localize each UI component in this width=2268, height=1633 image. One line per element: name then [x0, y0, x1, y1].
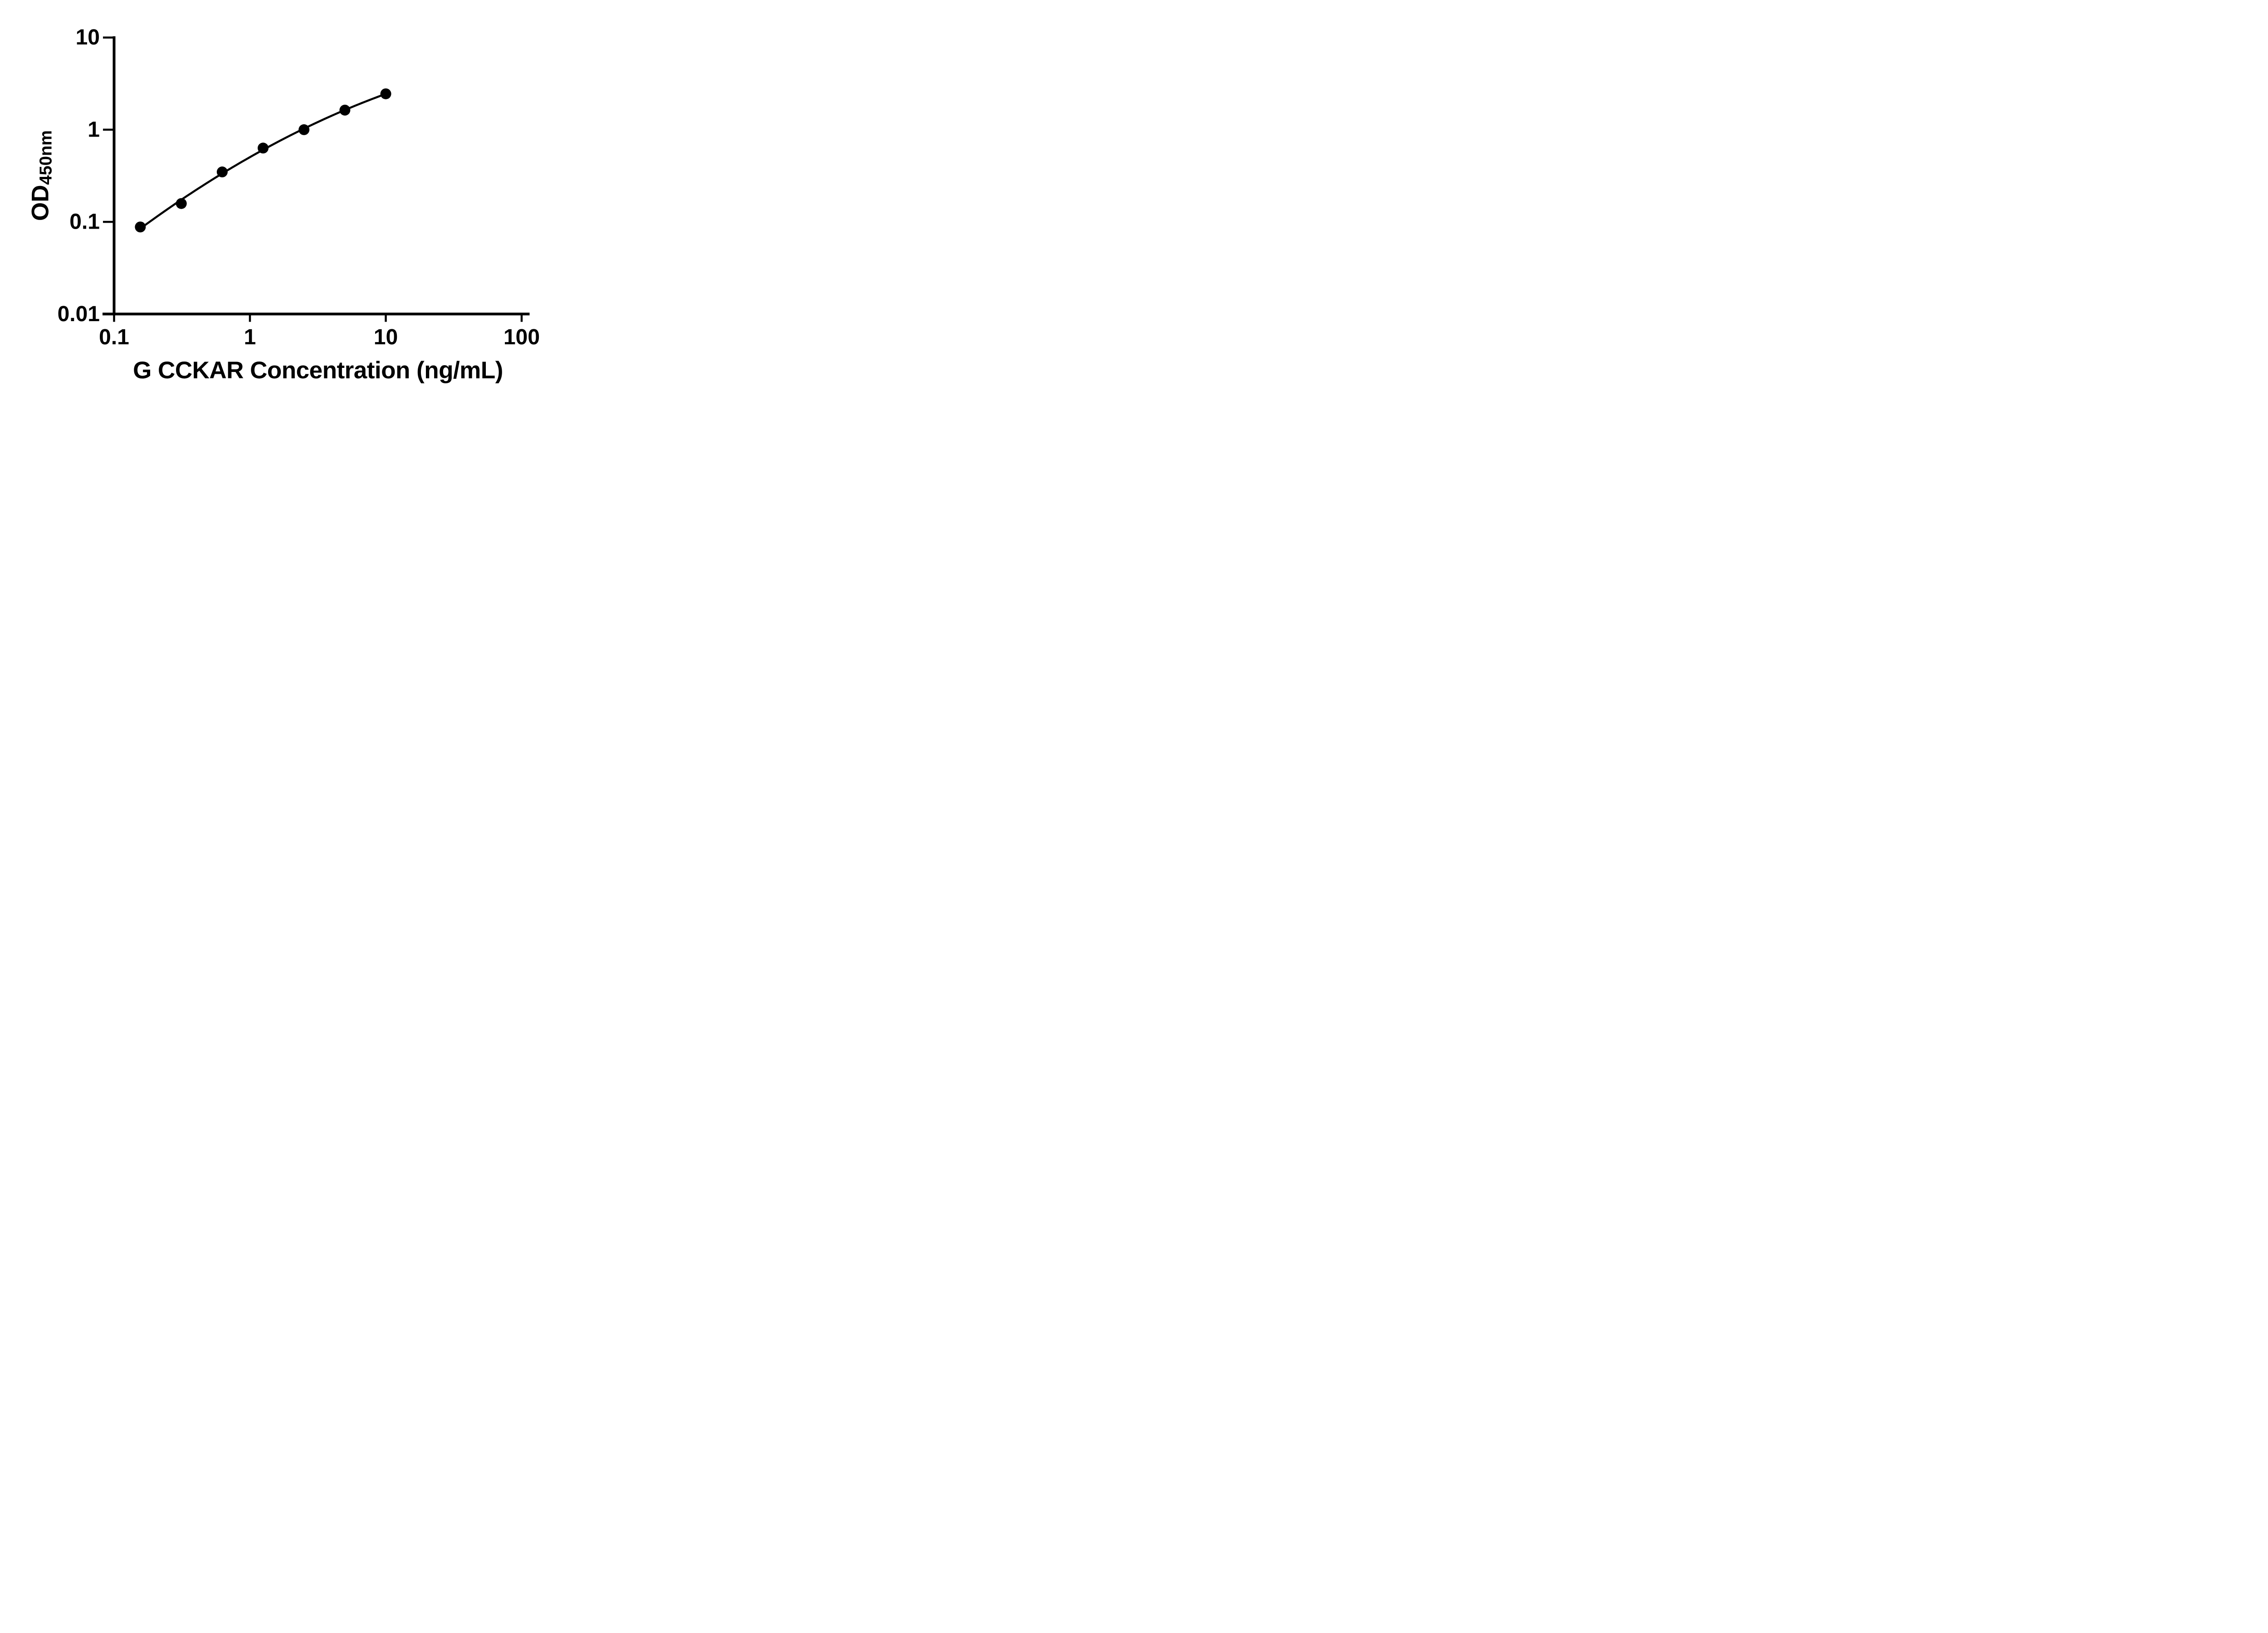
data-point [298, 124, 310, 135]
y-axis-title-subscript: 450nm [36, 130, 56, 185]
y-tick-label: 0.01 [58, 302, 100, 326]
x-tick-label: 10 [374, 325, 398, 349]
elisa-standard-curve-figure: 10 1 0.1 0.01 0.1 1 10 100 OD450nm G CCKAR Conc… [0, 0, 585, 408]
y-axis-title: OD450nm [27, 130, 56, 221]
y-tick-label: 10 [76, 25, 100, 49]
data-point [339, 104, 351, 116]
x-axis-title: G CCKAR Concentration (ng/mL) [133, 357, 503, 384]
y-tick-label: 0.1 [69, 210, 100, 234]
x-tick-label: 0.1 [99, 325, 129, 349]
y-tick-label: 1 [88, 117, 100, 142]
y-axis-title-main: OD [27, 185, 54, 221]
data-point [176, 198, 187, 209]
data-point [258, 142, 269, 154]
x-tick-label: 1 [244, 325, 256, 349]
data-point [380, 88, 391, 99]
data-point [216, 166, 228, 178]
x-tick-label: 100 [503, 325, 540, 349]
data-point [135, 221, 146, 233]
fit-curve [139, 93, 387, 230]
